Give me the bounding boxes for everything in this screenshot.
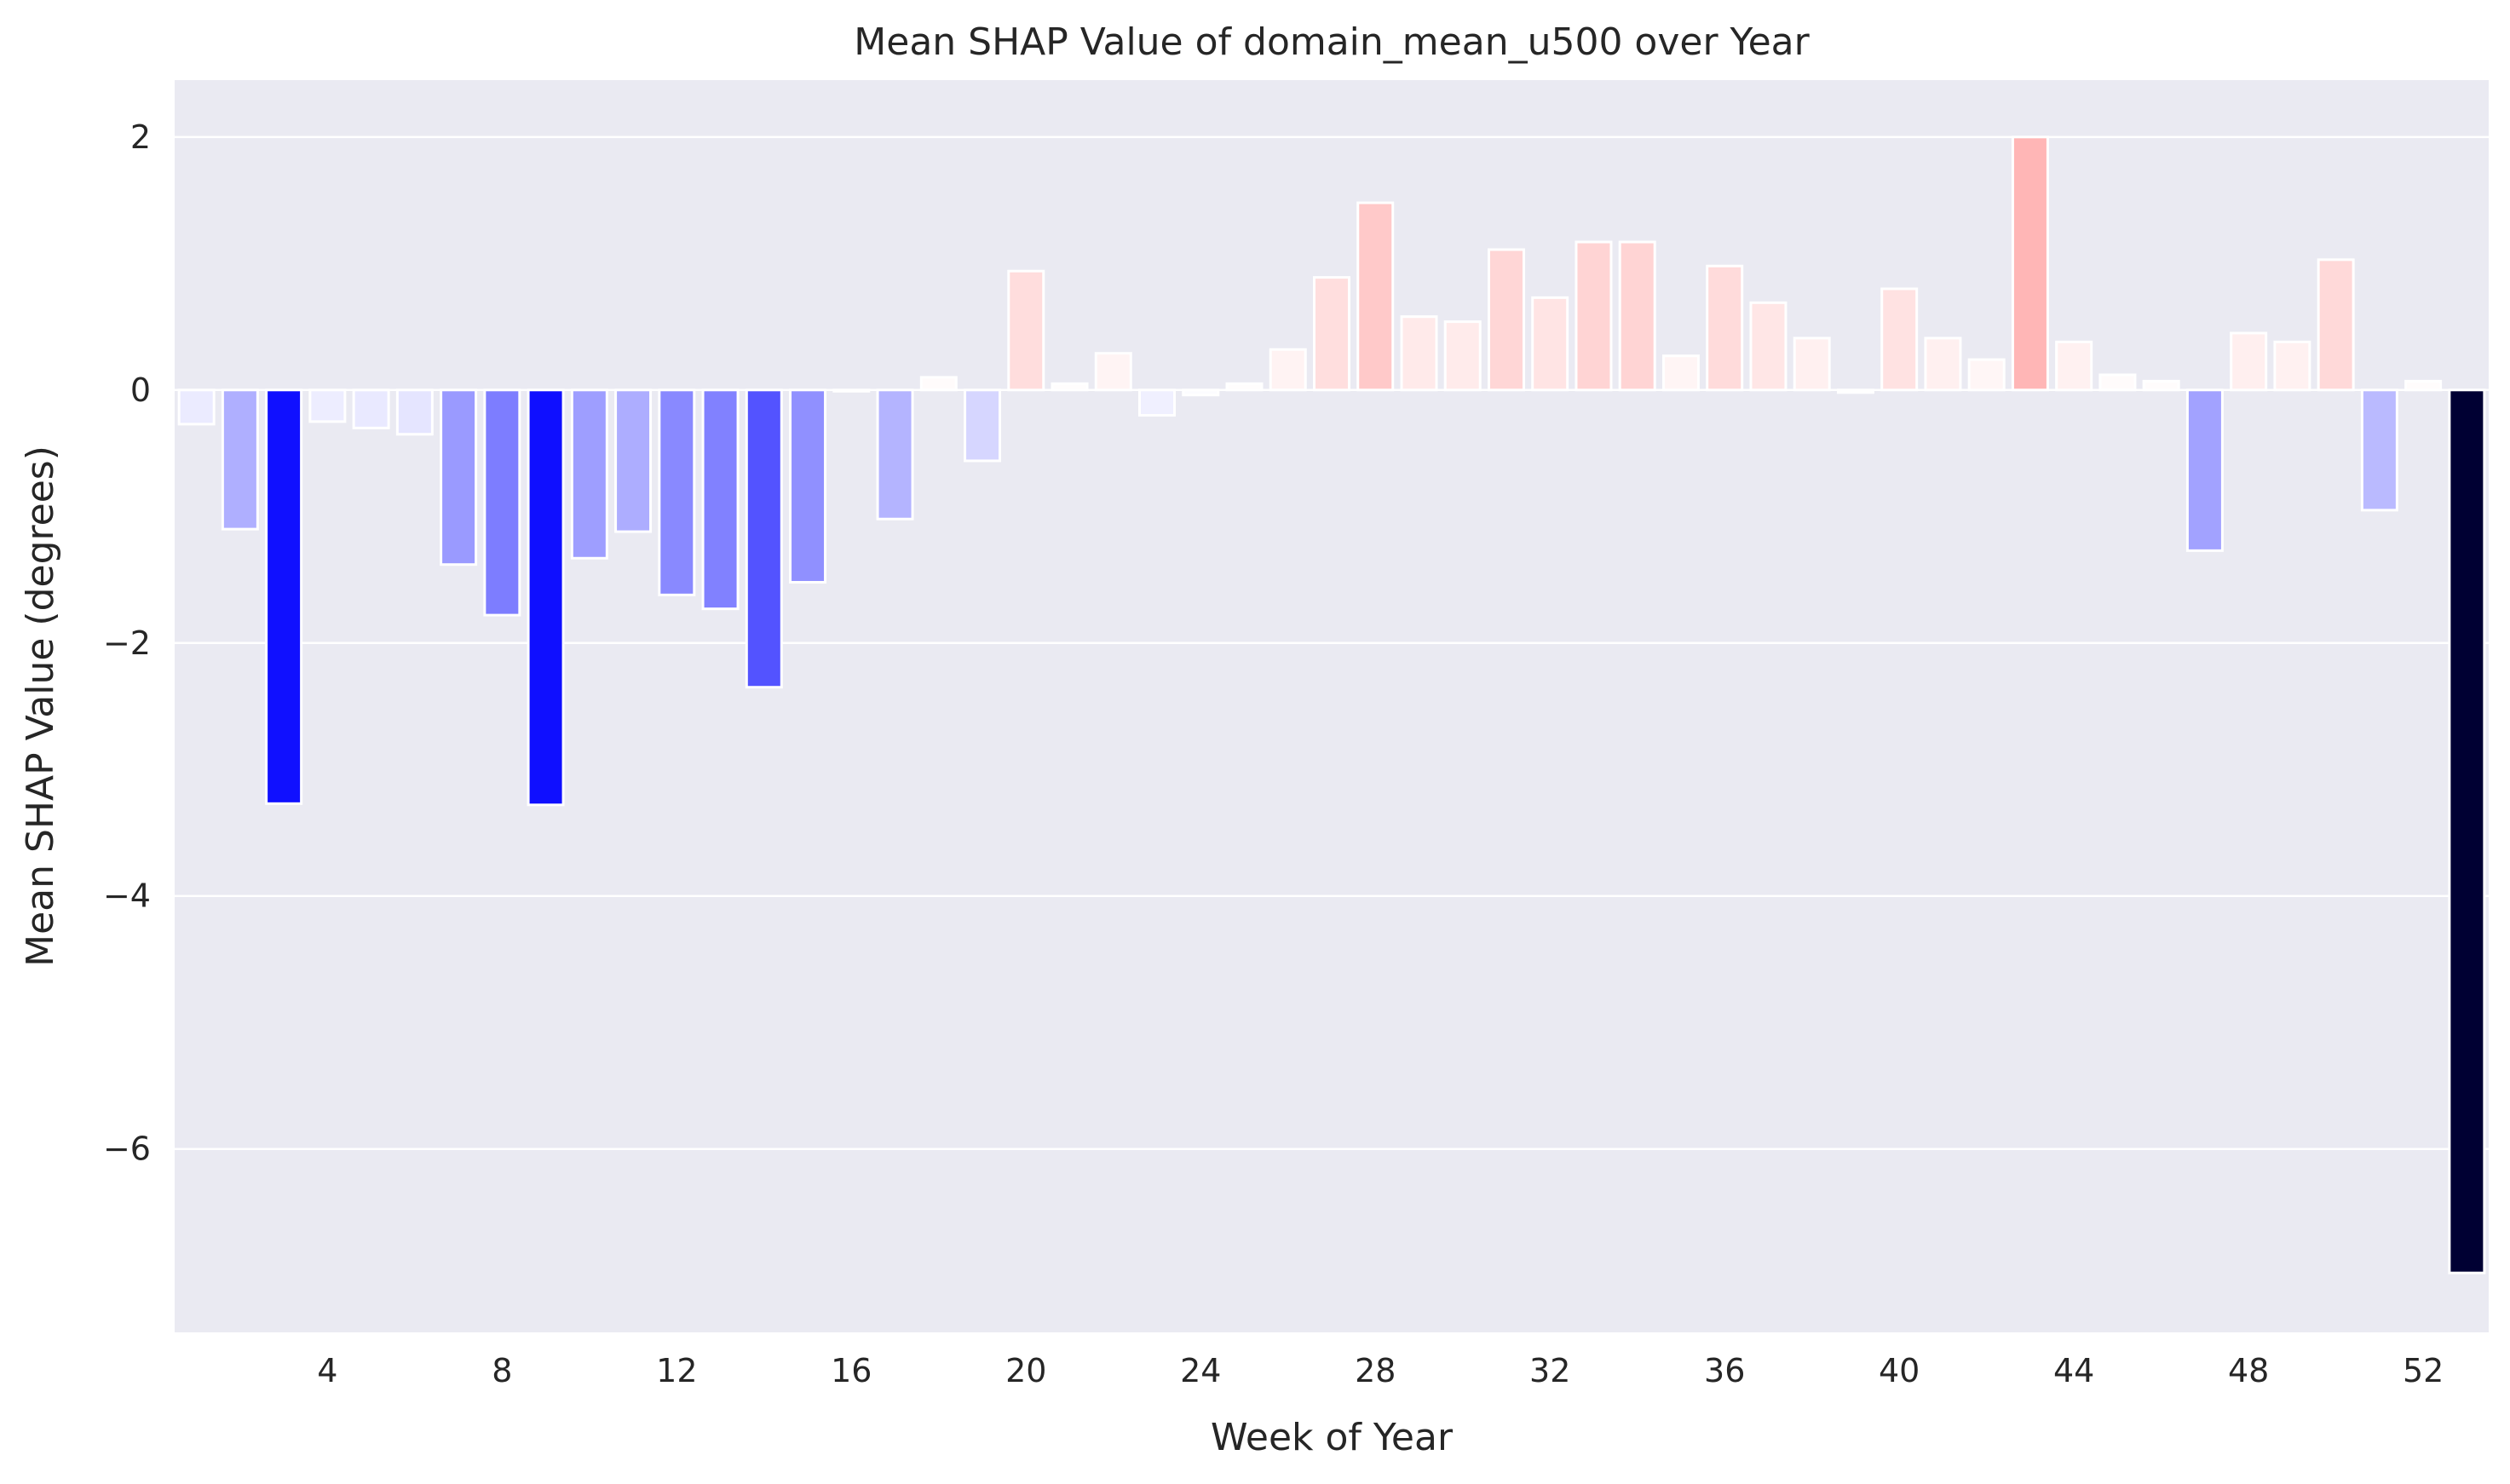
bar	[658, 388, 696, 596]
x-tick-label: 52	[2403, 1352, 2444, 1389]
x-tick-label: 12	[656, 1352, 697, 1389]
bar	[308, 388, 347, 423]
bar	[177, 388, 216, 426]
bar	[876, 388, 914, 521]
bar	[265, 388, 303, 805]
bar	[1967, 358, 2006, 392]
bar	[2011, 135, 2049, 392]
y-tick-label: 0	[130, 371, 151, 409]
bar	[1094, 352, 1132, 392]
bar	[1443, 320, 1482, 392]
bar	[2142, 379, 2180, 392]
bar	[789, 388, 827, 584]
bar	[1880, 287, 1919, 392]
x-tick-label: 20	[1005, 1352, 1046, 1389]
x-tick-label: 28	[1355, 1352, 1396, 1389]
y-axis-label: Mean SHAP Value (degrees)	[19, 446, 62, 967]
bar	[1618, 240, 1656, 392]
bar	[1706, 264, 1744, 392]
bar	[2448, 388, 2486, 1274]
bar	[1356, 201, 1395, 392]
y-tick-labels: 2 0 −2 −4 −6	[103, 118, 151, 1168]
plot-background	[175, 80, 2489, 1332]
bar	[1749, 301, 1788, 392]
bar	[1924, 336, 1962, 392]
x-tick-label: 44	[2053, 1352, 2094, 1389]
bar	[1138, 388, 1177, 417]
bar	[1400, 315, 1438, 392]
y-tick-label: −4	[103, 877, 151, 915]
x-tick-label: 24	[1180, 1352, 1221, 1389]
bar	[1225, 382, 1264, 392]
x-tick-label: 40	[1879, 1352, 1920, 1389]
bar	[570, 388, 608, 560]
y-tick-label: −6	[103, 1130, 151, 1168]
bar	[440, 388, 478, 567]
bar	[2098, 373, 2137, 392]
y-tick-label: −2	[103, 624, 151, 662]
x-tick-label: 4	[317, 1352, 337, 1389]
bar	[701, 388, 740, 611]
bar	[1575, 240, 1613, 392]
bar	[1313, 276, 1350, 392]
chart-title: Mean SHAP Value of domain_mean_u500 over…	[854, 20, 1810, 64]
x-tick-label: 36	[1704, 1352, 1745, 1389]
x-tick-label: 16	[831, 1352, 872, 1389]
bar	[1836, 388, 1874, 394]
y-tick-label: 2	[130, 118, 151, 156]
bar	[352, 388, 390, 429]
bar	[745, 388, 783, 689]
bar	[527, 388, 565, 807]
x-tick-label: 32	[1529, 1352, 1570, 1389]
x-tick-label: 48	[2228, 1352, 2269, 1389]
bar	[483, 388, 521, 617]
x-axis-label: Week of Year	[1211, 1416, 1454, 1459]
bar	[1661, 354, 1700, 392]
bar	[1531, 296, 1569, 392]
bar	[2360, 388, 2398, 512]
bar	[2230, 331, 2268, 392]
bar	[1793, 336, 1831, 392]
bar	[1269, 348, 1307, 392]
bar	[919, 376, 958, 392]
bar	[1182, 388, 1220, 397]
bar	[2273, 340, 2311, 392]
bar	[1487, 248, 1525, 392]
bar	[1007, 269, 1045, 392]
bar	[2404, 379, 2443, 392]
bar	[832, 388, 871, 393]
bar	[614, 388, 653, 533]
bar	[395, 388, 434, 436]
bar	[2055, 340, 2093, 392]
bar	[964, 388, 1002, 463]
bars	[177, 135, 2486, 1274]
x-tick-label: 8	[492, 1352, 512, 1389]
bar	[1051, 382, 1089, 392]
bar	[2185, 388, 2224, 552]
x-tick-labels: 4 8 12 16 20 24 28 32 36 40 44 48 52	[317, 1352, 2444, 1389]
bar	[221, 388, 259, 531]
bar	[2317, 258, 2355, 392]
